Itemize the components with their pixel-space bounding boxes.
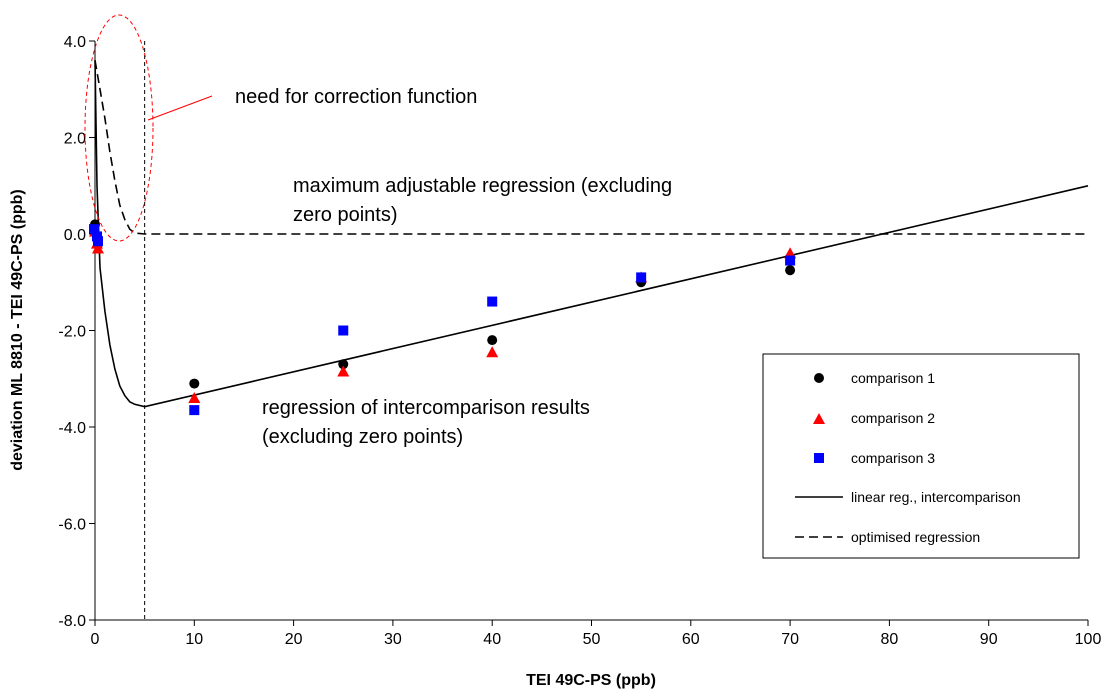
annotation-correction: need for correction function	[235, 86, 477, 108]
y-tick-label: -2.0	[58, 324, 86, 341]
annotation-intercomparison-line1: regression of intercomparison results	[262, 397, 590, 419]
x-tick-label: 90	[980, 631, 998, 648]
x-tick-label: 40	[483, 631, 501, 648]
point-comparison-2	[337, 365, 350, 377]
series-line-optimised-regression	[94, 60, 1088, 235]
legend-marker-comparison-1	[814, 373, 824, 383]
point-comparison-1	[338, 359, 349, 370]
x-tick-label: 60	[682, 631, 700, 648]
x-tick-label: 70	[781, 631, 799, 648]
point-comparison-3	[636, 272, 647, 283]
point-comparison-3	[487, 296, 498, 307]
x-tick-label: 10	[185, 631, 203, 648]
point-comparison-1	[487, 335, 498, 346]
x-tick-label: 100	[1075, 631, 1102, 648]
y-tick-label: 2.0	[64, 131, 86, 148]
legend-box	[762, 353, 1080, 559]
y-axis-title: deviation ML 8810 - TEI 49C-PS (ppb)	[9, 189, 26, 471]
legend-label-linear-reg: linear reg., intercomparison	[851, 489, 1021, 505]
legend-label-comparison-2: comparison 2	[851, 410, 935, 426]
series-line-linear-reg-intercomparison	[94, 60, 1089, 408]
legend: comparison 1 comparison 2 comparison 3 l…	[762, 353, 1080, 559]
annotation-max-regression-line2: zero points)	[293, 204, 398, 226]
x-tick-label: 20	[285, 631, 303, 648]
correction-highlight-ellipse	[84, 14, 154, 242]
point-comparison-2	[188, 392, 201, 404]
legend-label-comparison-1: comparison 1	[851, 370, 935, 386]
point-comparison-3	[338, 325, 349, 336]
legend-marker-comparison-3	[814, 453, 824, 463]
point-comparison-3	[89, 224, 100, 235]
point-comparison-3	[785, 255, 796, 266]
legend-label-optimised-reg: optimised regression	[851, 529, 980, 545]
point-comparison-1	[785, 265, 796, 276]
y-tick-label: 0.0	[64, 227, 86, 244]
point-comparison-2	[91, 242, 104, 254]
point-comparison-3	[189, 405, 200, 416]
x-tick-label: 50	[583, 631, 601, 648]
x-tick-label: 80	[881, 631, 899, 648]
y-tick-label: -6.0	[58, 517, 86, 534]
y-tick-label: 4.0	[64, 34, 86, 51]
legend-label-comparison-3: comparison 3	[851, 450, 935, 466]
y-tick-label: -4.0	[58, 420, 86, 437]
point-comparison-3	[92, 236, 103, 247]
series-lines	[94, 60, 1089, 408]
tick-labels: 0 10 20 30 40 50 60 70 80 90 100 4.0 2.0 0.0 -2.0 -4.0 -…	[58, 34, 1101, 648]
x-tick-label: 30	[384, 631, 402, 648]
y-tick-label: -8.0	[58, 613, 86, 630]
point-comparison-2	[486, 346, 499, 358]
annotation-intercomparison-line2: (excluding zero points)	[262, 426, 463, 448]
annotation-max-regression-line1: maximum adjustable regression (excluding	[293, 175, 672, 197]
legend-marker-comparison-2	[813, 413, 825, 424]
x-axis-title: TEI 49C-PS (ppb)	[526, 672, 656, 689]
series-markers	[89, 219, 797, 416]
correction-callout-line	[147, 95, 213, 121]
x-tick-label: 0	[91, 631, 100, 648]
point-comparison-1	[189, 378, 200, 389]
